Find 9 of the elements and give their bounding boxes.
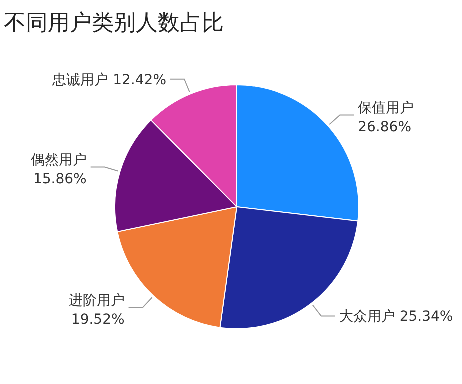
- data-label: 15.86%: [33, 171, 87, 188]
- slice-label: 偶然用户: [30, 152, 87, 168]
- chart-title: 不同用户类别人数占比: [4, 11, 224, 36]
- data-label: 26.86%: [358, 119, 412, 136]
- slice-label: 进阶用户: [68, 292, 125, 309]
- data-label: 19.52%: [71, 312, 125, 328]
- slice-label: 大众用户 25.34%: [339, 309, 454, 326]
- slice-label: 保值用户: [358, 100, 414, 116]
- slice-label: 忠诚用户 12.42%: [52, 72, 167, 88]
